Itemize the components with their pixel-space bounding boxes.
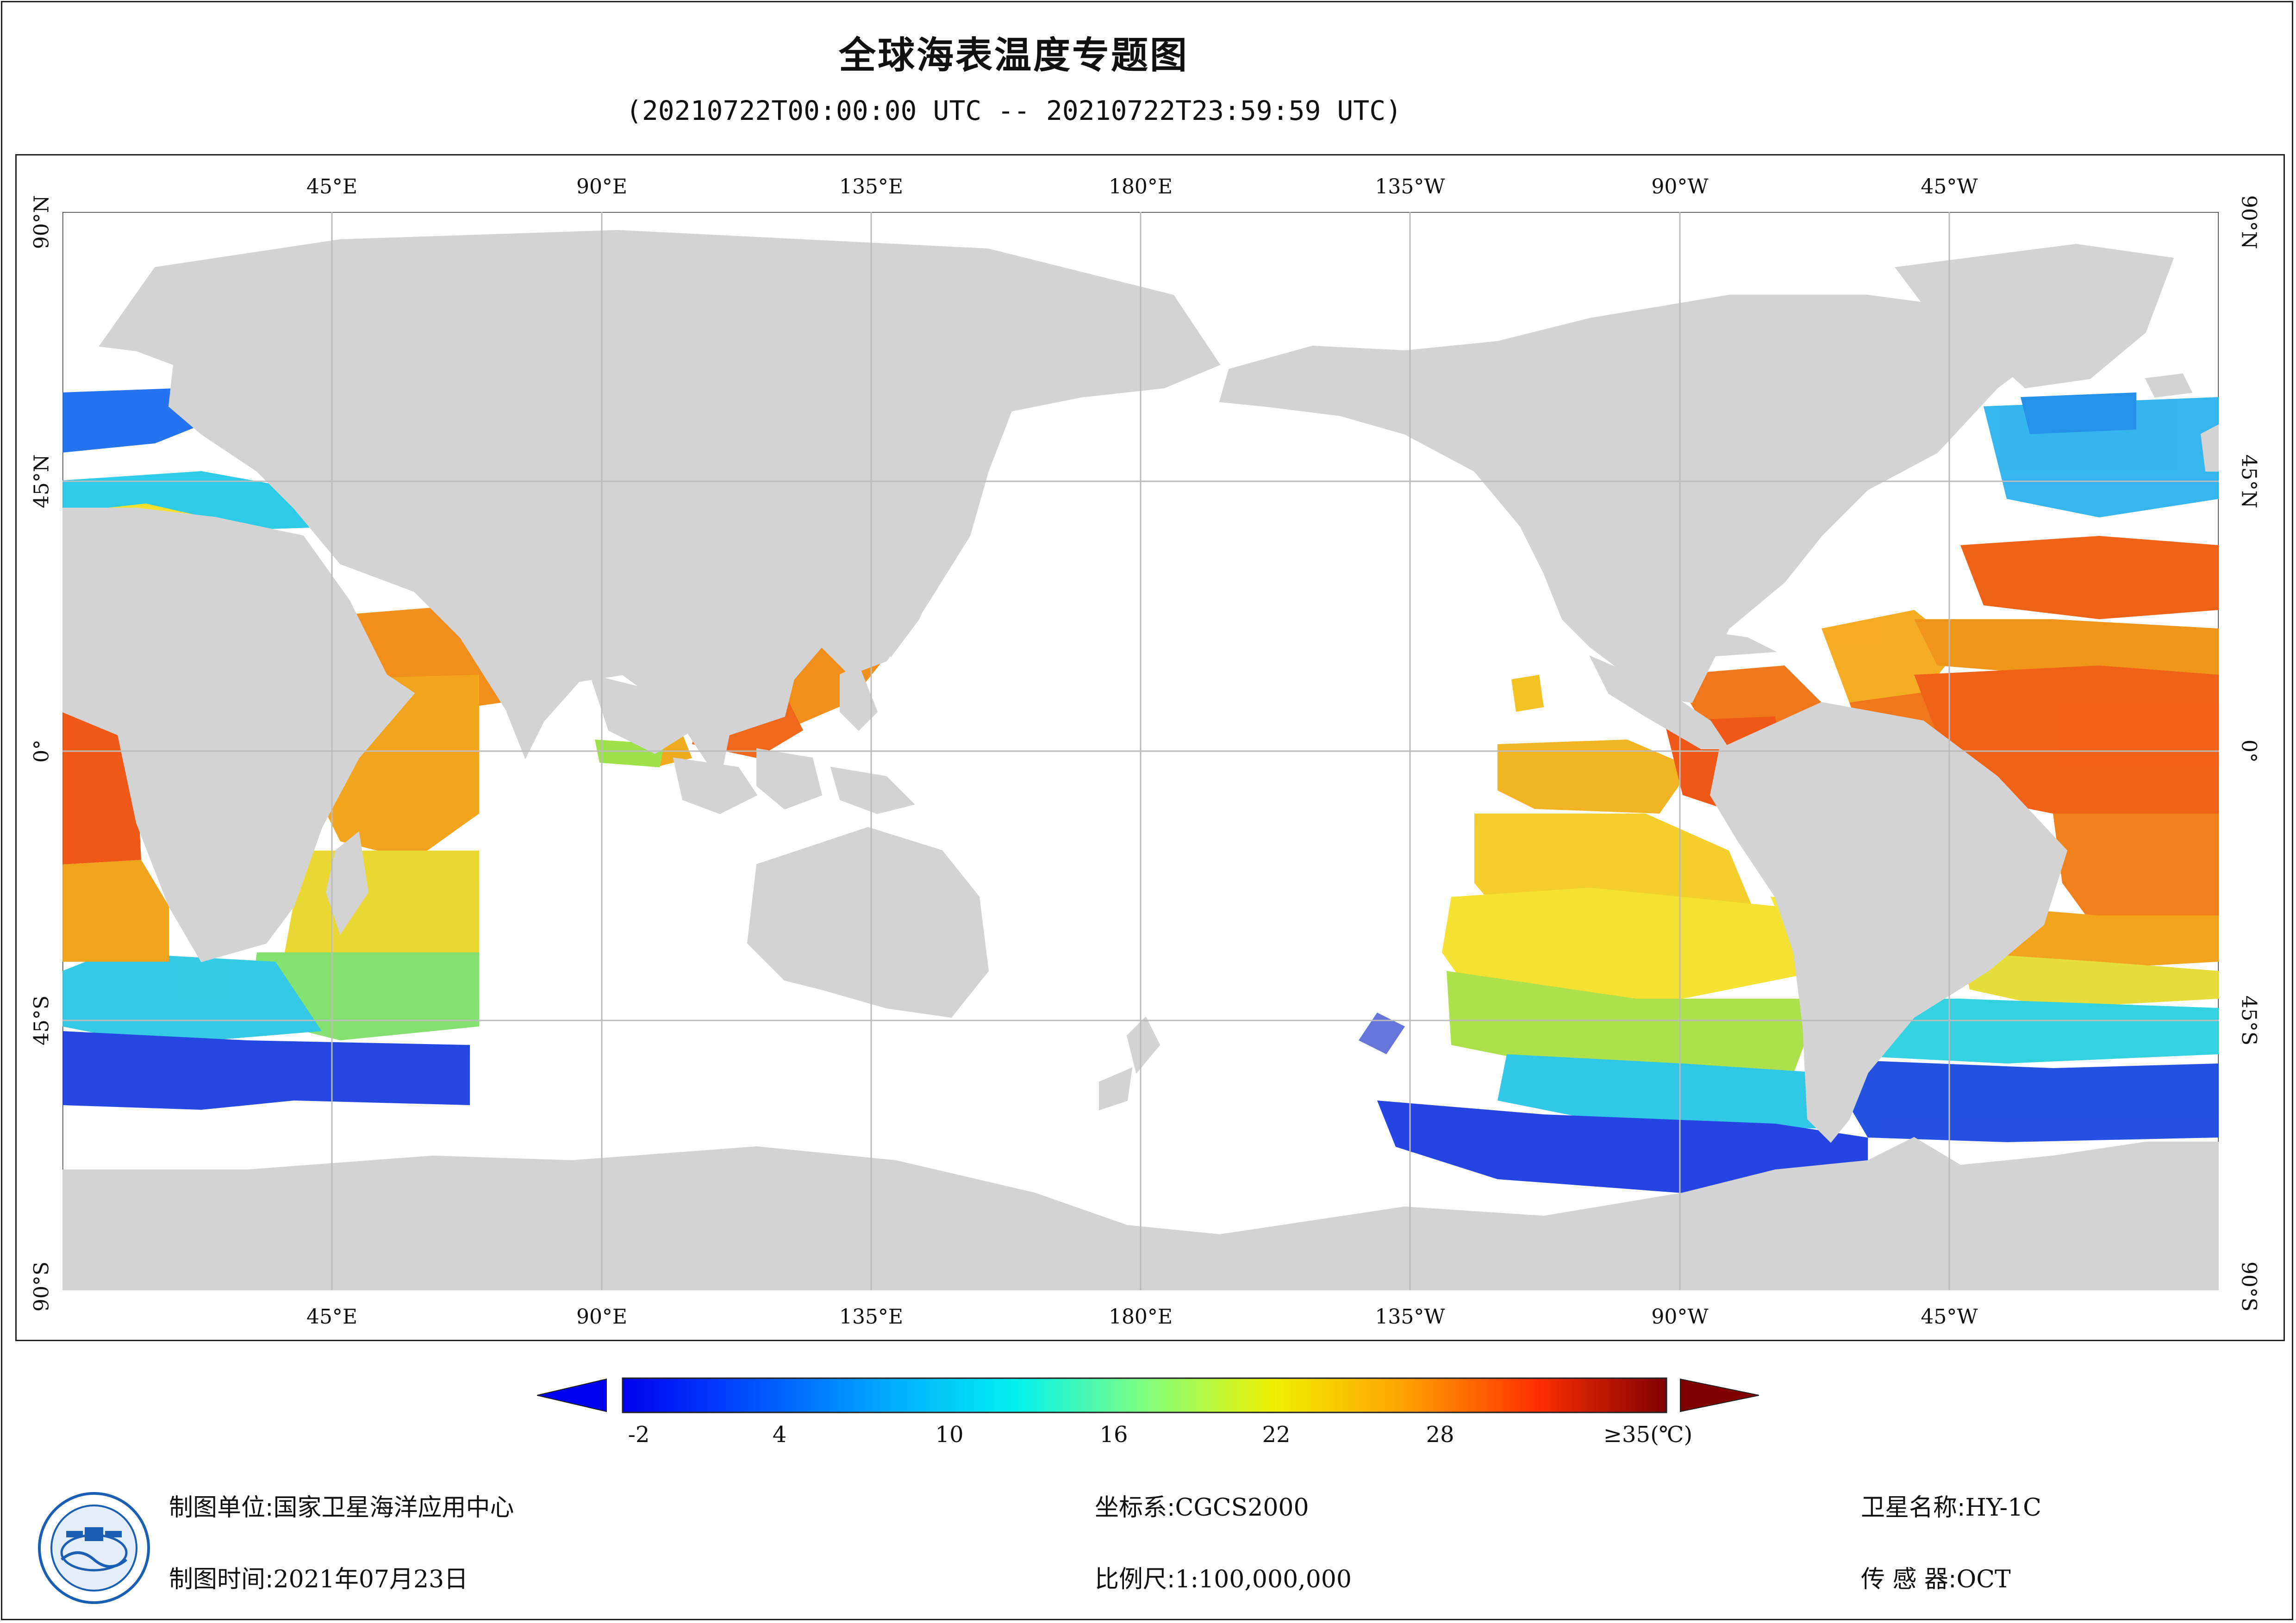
time-range: (20210722T00:00:00 UTC -- 20210722T23:59…: [625, 95, 1402, 126]
colorbar-label: ≥35(℃): [1603, 1422, 1693, 1448]
producer-info: 制图单位:国家卫星海洋应用中心: [169, 1488, 514, 1523]
scale-value: 1:100,000,000: [1175, 1566, 1352, 1593]
lat-tick-left: 90°N: [30, 195, 54, 249]
date-value: 2021年07月23日: [273, 1566, 468, 1593]
producer-label: 制图单位:: [169, 1494, 274, 1522]
colorbar-label: 4: [772, 1422, 787, 1448]
colorbar-label: -2: [628, 1422, 650, 1448]
lon-tick-top: 135°W: [1375, 175, 1445, 199]
crs-info: 坐标系:CGCS2000: [1095, 1488, 1309, 1523]
satellite-info: 卫星名称:HY-1C: [1861, 1488, 2041, 1523]
lon-tick-bottom: 180°E: [1108, 1305, 1173, 1329]
sst-map: [62, 212, 2219, 1290]
lat-tick-right: 90°S: [2237, 1261, 2261, 1312]
colorbar-label: 22: [1262, 1422, 1291, 1448]
satellite-label: 卫星名称:: [1861, 1494, 1965, 1522]
sensor-label: 传 感 器:: [1861, 1566, 1957, 1593]
lon-tick-top: 90°W: [1651, 175, 1709, 199]
scale-label: 比例尺:: [1095, 1566, 1175, 1593]
lat-tick-left: 90°S: [30, 1261, 54, 1312]
lon-tick-top: 180°E: [1108, 175, 1173, 199]
lon-tick-top: 45°W: [1921, 175, 1978, 199]
lat-tick-left: 45°N: [30, 454, 54, 509]
graticule: [62, 212, 2219, 1290]
lat-tick-right: 45°S: [2237, 995, 2261, 1046]
lat-tick-right: 45°N: [2237, 454, 2261, 509]
producer-value: 国家卫星海洋应用中心: [273, 1494, 514, 1522]
colorbar-gradient: [622, 1377, 1667, 1413]
map-title: 全球海表温度专题图: [839, 34, 1189, 77]
lat-tick-left: 45°S: [30, 995, 54, 1046]
lon-tick-bottom: 45°W: [1921, 1305, 1978, 1329]
lon-tick-top: 90°E: [576, 175, 628, 199]
temperature-colorbar: [537, 1377, 1759, 1413]
lon-tick-top: 45°E: [306, 175, 358, 199]
date-info: 制图时间:2021年07月23日: [169, 1560, 468, 1594]
sensor-value: OCT: [1956, 1566, 2011, 1593]
crs-label: 坐标系:: [1095, 1494, 1175, 1522]
colorbar-label: 28: [1426, 1422, 1454, 1448]
lon-tick-bottom: 135°E: [839, 1305, 904, 1329]
lon-tick-bottom: 135°W: [1375, 1305, 1445, 1329]
colorbar-max-arrow: [1680, 1378, 1759, 1412]
lat-tick-left: 0°: [30, 740, 54, 763]
lon-tick-bottom: 90°E: [576, 1305, 628, 1329]
satellite-value: HY-1C: [1965, 1494, 2041, 1522]
colorbar-min-arrow: [537, 1378, 607, 1412]
nsoas-emblem-icon: [38, 1492, 150, 1604]
map-frame: [15, 154, 2285, 1341]
lat-tick-right: 90°N: [2237, 195, 2261, 249]
lon-tick-top: 135°E: [839, 175, 904, 199]
lon-tick-bottom: 45°E: [306, 1305, 358, 1329]
lon-tick-bottom: 90°W: [1651, 1305, 1709, 1329]
colorbar-label: 16: [1099, 1422, 1128, 1448]
date-label: 制图时间:: [169, 1566, 274, 1593]
sensor-info: 传 感 器:OCT: [1861, 1560, 2011, 1594]
lat-tick-right: 0°: [2237, 740, 2261, 763]
colorbar-label: 10: [935, 1422, 964, 1448]
scale-info: 比例尺:1:100,000,000: [1095, 1560, 1352, 1594]
crs-value: CGCS2000: [1175, 1494, 1309, 1522]
